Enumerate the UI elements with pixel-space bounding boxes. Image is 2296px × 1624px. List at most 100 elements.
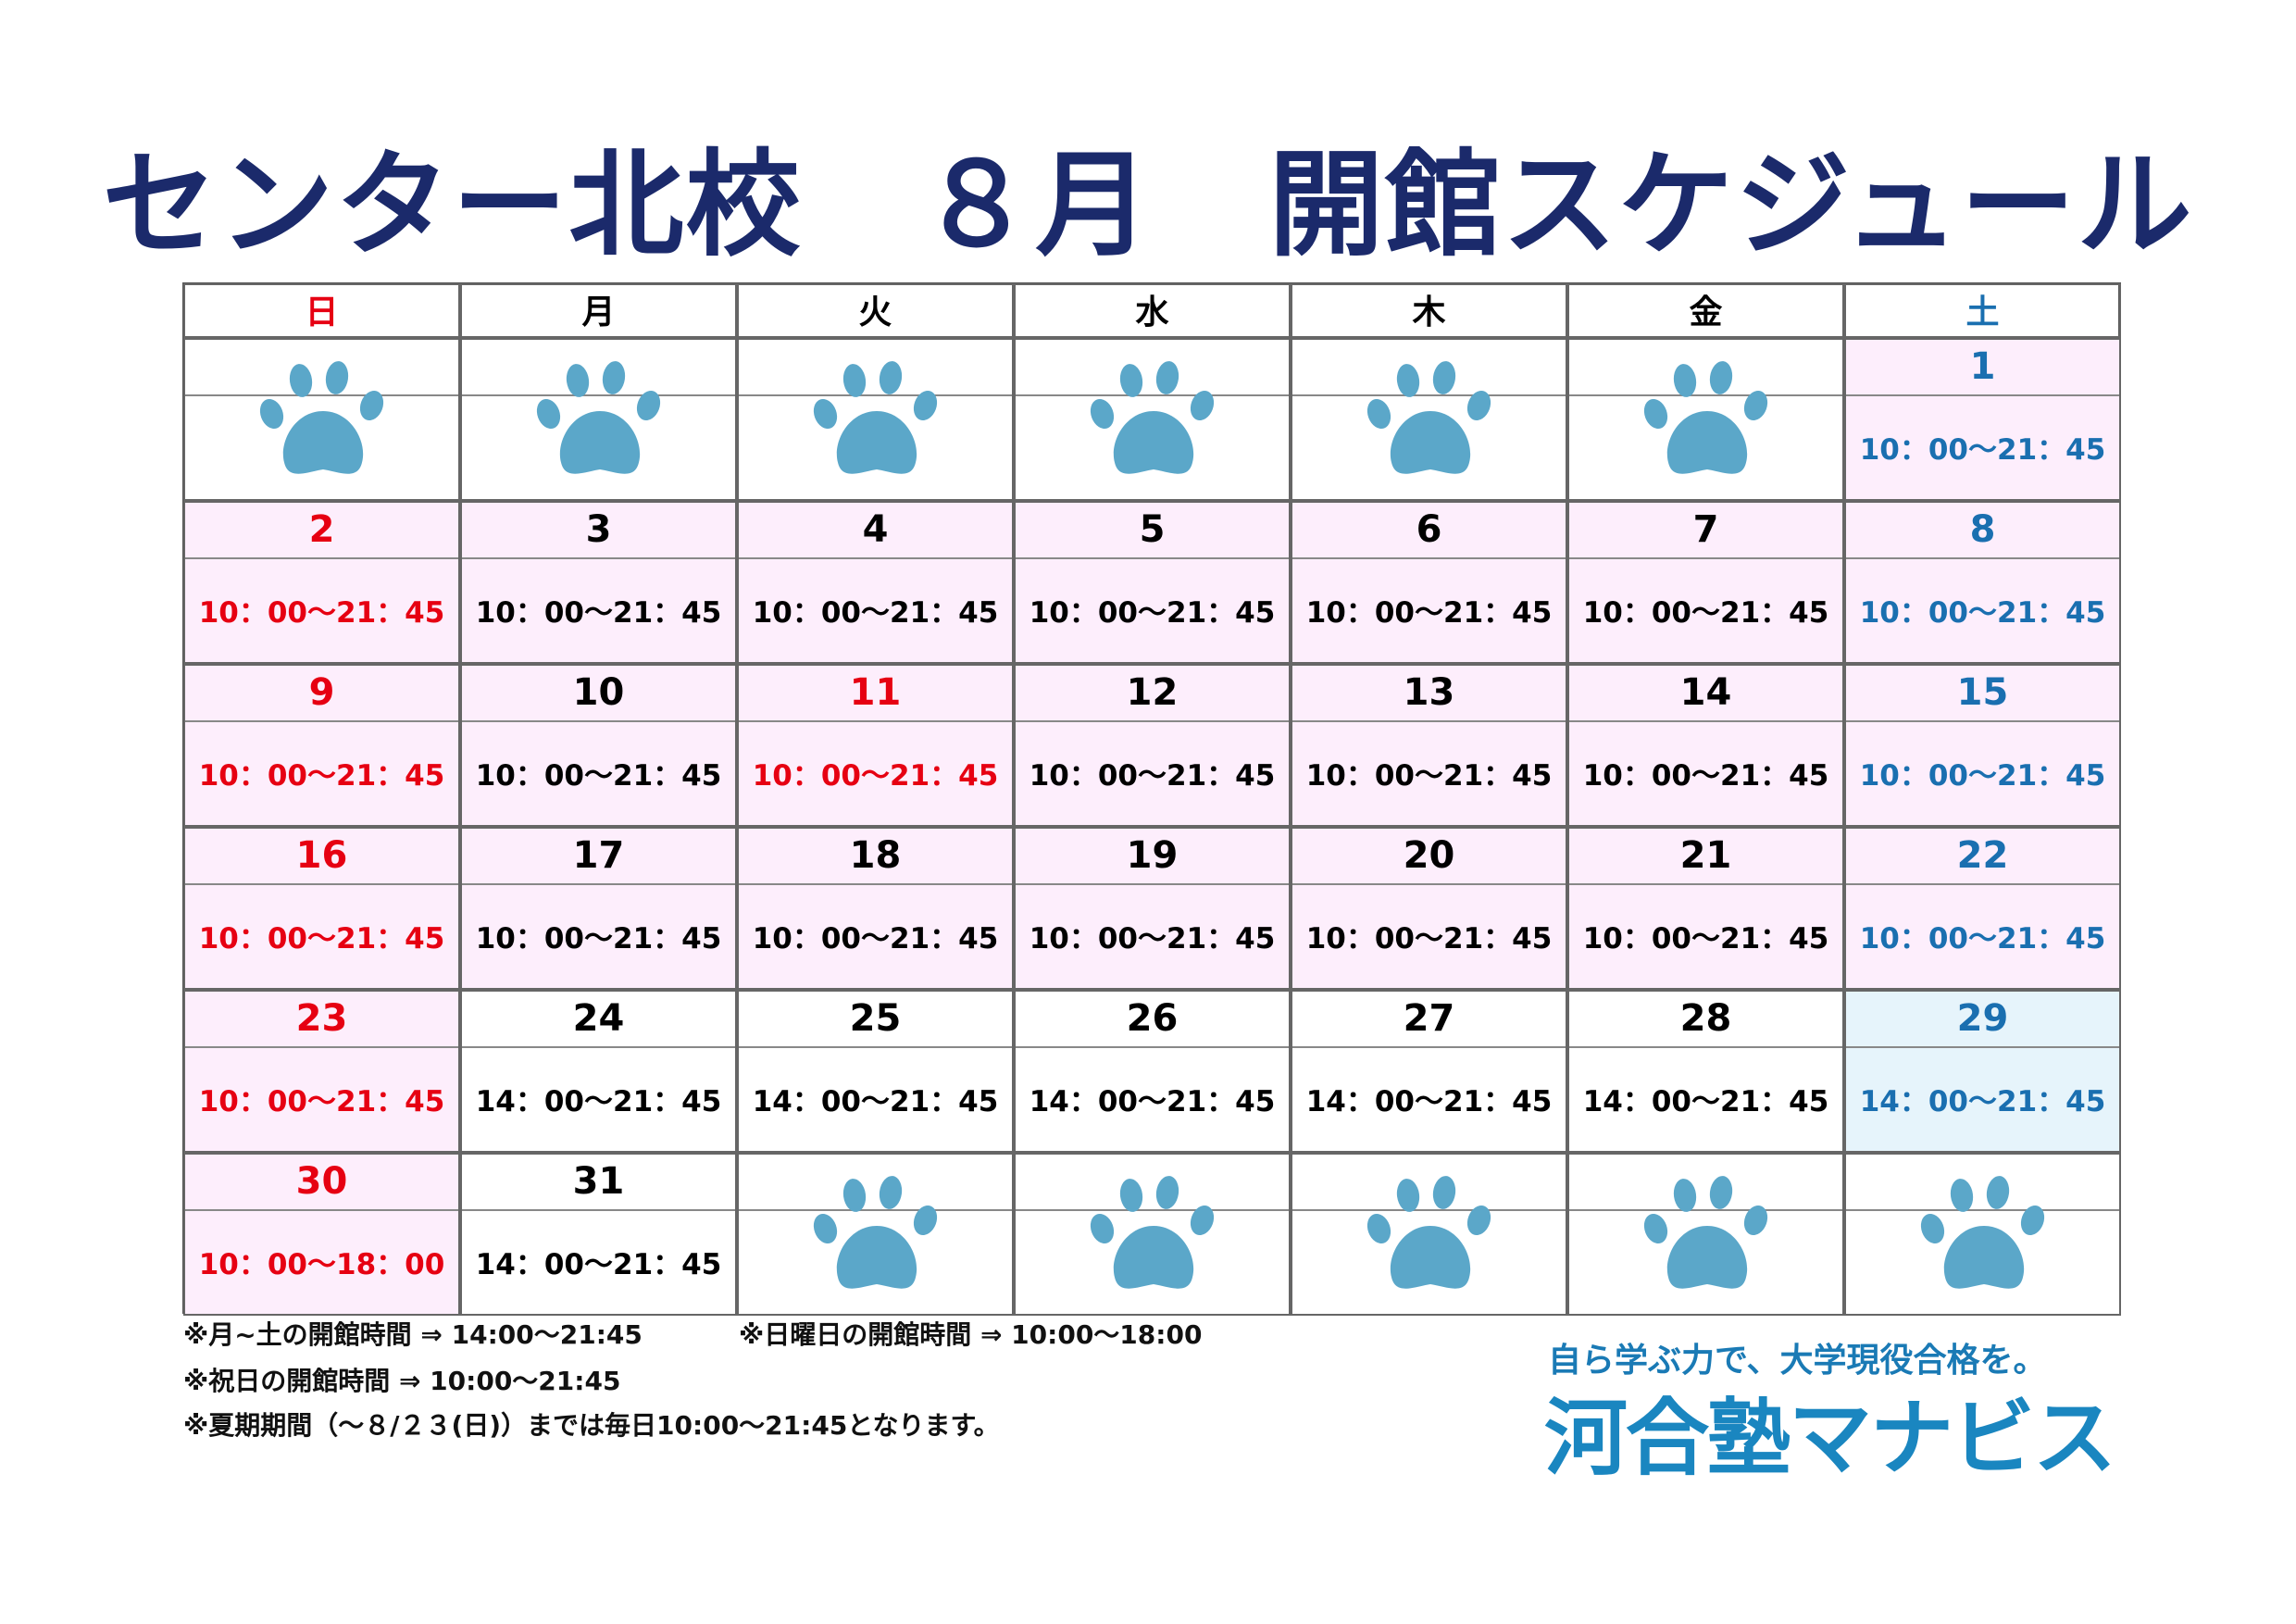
- paw-part: [1986, 1176, 2010, 1209]
- paw-icon: [1090, 361, 1215, 474]
- day-number: 24: [462, 992, 735, 1048]
- day-number: 1: [1846, 340, 2119, 396]
- paw-part: [1190, 390, 1215, 421]
- day-number: 30: [185, 1155, 458, 1211]
- opening-hours: 14：00～21：45: [752, 1085, 999, 1118]
- day-number: 29: [1846, 992, 2119, 1048]
- opening-hours: 10：00～21：45: [198, 1085, 445, 1118]
- day-number: 25: [739, 992, 1012, 1048]
- opening-hours: 14：00～21：45: [1582, 1085, 1829, 1118]
- opening-hours: 10：00～21：45: [475, 922, 722, 956]
- day-number: 11: [739, 666, 1012, 722]
- day-number: 16: [185, 829, 458, 885]
- day-cell: [737, 338, 1014, 501]
- day-number: 9: [185, 666, 458, 722]
- day-cell: 9 10：00～21：45: [183, 664, 460, 827]
- day-cell: 14 10：00～21：45: [1567, 664, 1844, 827]
- paw-icon: [1090, 1176, 1215, 1289]
- paw-part: [1396, 1179, 1420, 1212]
- opening-hours: 10：00～21：45: [752, 922, 999, 956]
- day-cell: 19 10：00～21：45: [1014, 827, 1291, 990]
- paw-part: [1743, 1205, 1768, 1236]
- paw-icon: [813, 361, 938, 474]
- paw-part: [1673, 364, 1697, 397]
- sub-divider: [1846, 1209, 2119, 1211]
- day-number: 13: [1292, 666, 1566, 722]
- day-cell: 29 14：00～21：45: [1844, 990, 2121, 1153]
- paw-part: [2020, 1205, 2045, 1236]
- day-number: 26: [1016, 992, 1289, 1048]
- day-cell: 28 14：00～21：45: [1567, 990, 1844, 1153]
- weekday-header: 木: [1291, 283, 1567, 338]
- paw-part: [1119, 1179, 1143, 1212]
- day-number: 8: [1846, 503, 2119, 559]
- opening-hours: 10：00～21：45: [198, 922, 445, 956]
- day-number: 27: [1292, 992, 1566, 1048]
- opening-hours: 10：00～21：45: [1582, 759, 1829, 793]
- paw-icon: [1643, 1176, 1768, 1289]
- weekday-header: 日: [183, 283, 460, 338]
- paw-part: [1113, 1226, 1194, 1289]
- day-number: 10: [462, 666, 735, 722]
- weekday-header: 土: [1844, 283, 2121, 338]
- paw-part: [836, 1226, 917, 1289]
- weekday-header: 火: [737, 283, 1014, 338]
- day-cell: 10 10：00～21：45: [460, 664, 737, 827]
- paw-part: [1390, 411, 1471, 474]
- weekday-header: 金: [1567, 283, 1844, 338]
- paw-icon: [1366, 361, 1491, 474]
- day-cell: 11 10：00～21：45: [737, 664, 1014, 827]
- paw-part: [566, 364, 590, 397]
- day-number: 14: [1569, 666, 1842, 722]
- weekday-header: 月: [460, 283, 737, 338]
- day-number: 18: [739, 829, 1012, 885]
- day-number: 22: [1846, 829, 2119, 885]
- paw-part: [842, 1179, 867, 1212]
- sub-divider: [462, 394, 735, 396]
- sub-divider: [739, 1209, 1012, 1211]
- paw-part: [1673, 1179, 1697, 1212]
- opening-hours: 14：00～21：45: [1305, 1085, 1553, 1118]
- paw-part: [1466, 1205, 1491, 1236]
- day-cell: 8 10：00～21：45: [1844, 501, 2121, 664]
- sub-divider: [1569, 394, 1842, 396]
- paw-part: [813, 1213, 838, 1244]
- note: ※月~土の開館時間 ⇒ 14:00～21:45: [183, 1319, 643, 1350]
- day-number: 17: [462, 829, 735, 885]
- opening-hours: 10：00～21：45: [1305, 596, 1553, 630]
- opening-hours: 10：00～21：45: [475, 759, 722, 793]
- day-cell: 5 10：00～21：45: [1014, 501, 1291, 664]
- paw-part: [1743, 390, 1768, 421]
- day-cell: 25 14：00～21：45: [737, 990, 1014, 1153]
- day-cell: 15 10：00～21：45: [1844, 664, 2121, 827]
- paw-part: [282, 411, 364, 474]
- opening-hours: 10：00～21：45: [1029, 759, 1276, 793]
- paw-part: [1709, 361, 1733, 394]
- paw-part: [913, 1205, 938, 1236]
- paw-part: [1366, 398, 1391, 430]
- note: ※祝日の開館時間 ⇒ 10:00～21:45: [183, 1366, 621, 1396]
- paw-part: [1950, 1179, 1974, 1212]
- paw-part: [289, 364, 313, 397]
- day-cell: 24 14：00～21：45: [460, 990, 737, 1153]
- opening-hours: 10：00～21：45: [1582, 596, 1829, 630]
- day-cell: [737, 1153, 1014, 1316]
- paw-part: [1666, 1226, 1748, 1289]
- day-cell: 16 10：00～21：45: [183, 827, 460, 990]
- day-number: 21: [1569, 829, 1842, 885]
- note: ※日曜日の開館時間 ⇒ 10:00～18:00: [739, 1319, 1203, 1350]
- paw-icon: [813, 1176, 938, 1289]
- day-cell: 12 10：00～21：45: [1014, 664, 1291, 827]
- sub-divider: [1569, 1209, 1842, 1211]
- weekday-header: 水: [1014, 283, 1291, 338]
- day-number: 3: [462, 503, 735, 559]
- opening-hours: 10：00～21：45: [1582, 922, 1829, 956]
- paw-part: [1155, 361, 1179, 394]
- paw-part: [1666, 411, 1748, 474]
- note: ※夏期期間（～８/２３(日)）までは毎日10:00～21:45となります。: [183, 1410, 1000, 1441]
- opening-hours: 10：00～21：45: [1305, 922, 1553, 956]
- paw-part: [259, 398, 284, 430]
- paw-part: [1113, 411, 1194, 474]
- paw-part: [813, 398, 838, 430]
- opening-hours: 10：00～21：45: [1859, 433, 2106, 467]
